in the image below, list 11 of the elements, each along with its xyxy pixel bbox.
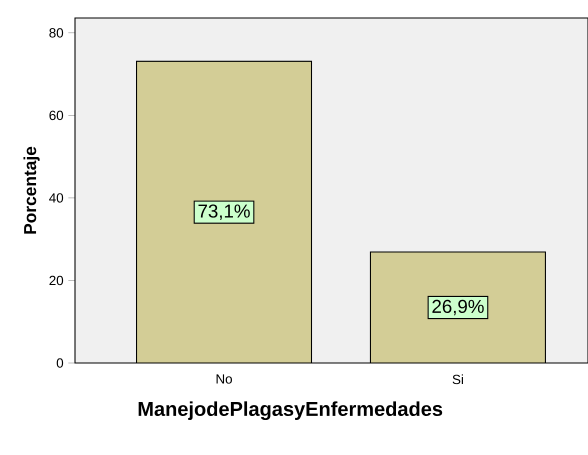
- y-tick-label: 40: [49, 193, 64, 203]
- y-tick-label: 20: [49, 276, 64, 286]
- y-axis-title: Porcentaje: [23, 146, 40, 234]
- x-tick-label: No: [216, 374, 232, 384]
- y-tick-label: 80: [49, 28, 64, 38]
- y-tick-label: 0: [56, 358, 64, 368]
- y-tick-label: 60: [49, 110, 64, 120]
- x-tick-label: Si: [452, 374, 463, 384]
- x-axis-title: ManejodePlagasyEnfermedades: [138, 401, 442, 420]
- data-label: 26,9%: [432, 300, 484, 316]
- data-label: 73,1%: [198, 204, 250, 220]
